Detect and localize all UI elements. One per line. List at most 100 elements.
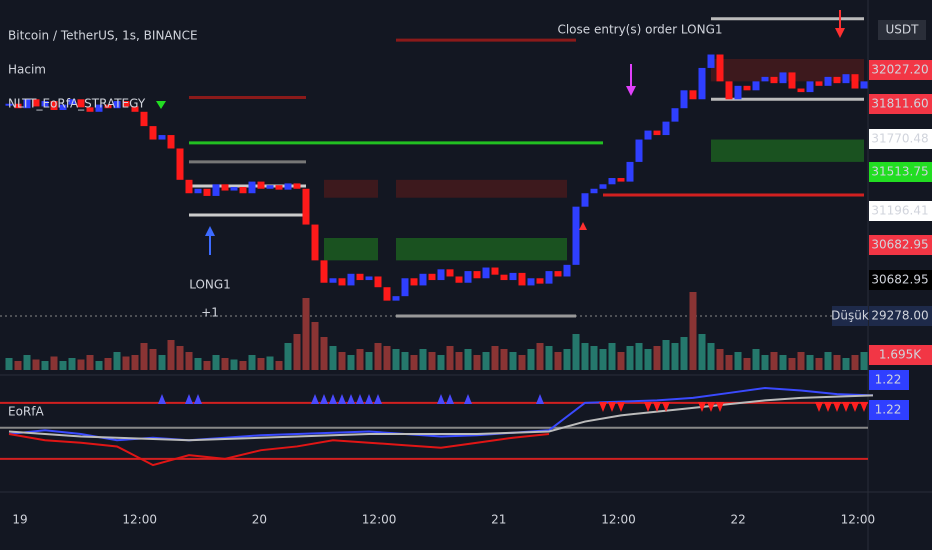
zone: [396, 179, 567, 198]
price-label: 31811.60: [871, 97, 928, 111]
candle: [635, 139, 643, 162]
candle: [230, 186, 238, 191]
price-label-box: [869, 270, 932, 290]
volume-bar: [707, 343, 715, 370]
candle: [464, 271, 472, 283]
candle: [374, 276, 382, 288]
volume-bar: [113, 352, 121, 370]
candle: [545, 271, 553, 284]
candle: [239, 186, 247, 194]
candle: [599, 184, 607, 189]
zone: [324, 179, 378, 198]
volume-bar: [239, 361, 247, 370]
volume-bar: [212, 355, 220, 370]
candle: [590, 188, 598, 194]
volume-bar: [122, 356, 130, 370]
volume-bar: [347, 355, 355, 370]
volume-bar: [392, 349, 400, 370]
candle: [806, 81, 814, 93]
candle: [797, 88, 805, 93]
volume-bar: [743, 358, 751, 370]
volume-bar: [500, 349, 508, 370]
volume-bar: [491, 346, 499, 370]
volume-bar: [68, 358, 76, 370]
candle: [581, 193, 589, 207]
candle: [653, 130, 661, 136]
volume-bar: [365, 352, 373, 370]
candle: [761, 76, 769, 82]
candle: [644, 130, 652, 140]
candle: [554, 271, 562, 277]
low-price-box: [869, 306, 932, 326]
volume-price-box: [869, 345, 932, 365]
volume-bar: [203, 361, 211, 370]
price-label-box: [869, 129, 932, 149]
price-label-box: [869, 235, 932, 255]
candle: [302, 188, 310, 225]
sell-signal: [662, 402, 670, 412]
volume-bar: [437, 355, 445, 370]
osc-value: 1.22: [875, 373, 902, 387]
volume-bar: [779, 355, 787, 370]
candle: [608, 178, 616, 185]
buy-signal: [446, 394, 454, 404]
entry-arrow: [205, 226, 215, 236]
candle: [779, 72, 787, 84]
candle: [689, 90, 697, 100]
price-label: 31196.41: [871, 204, 928, 218]
time-label: 21: [491, 513, 506, 527]
candle: [455, 276, 463, 283]
exit-arrow-2: [835, 28, 845, 38]
signal-marker: [579, 222, 587, 230]
volume-bar: [86, 355, 94, 370]
volume-bar: [356, 349, 364, 370]
volume-bar: [176, 346, 184, 370]
candle: [266, 185, 274, 189]
volume-bar: [167, 340, 175, 370]
volume-price: 1.695K: [879, 348, 922, 362]
volume-bar: [563, 349, 571, 370]
volume-bar: [599, 349, 607, 370]
volume-bar: [770, 352, 778, 370]
candle: [815, 81, 823, 86]
time-label: 20: [252, 513, 267, 527]
sell-signal: [707, 402, 715, 412]
candle: [176, 148, 184, 180]
candle: [698, 67, 706, 100]
candle: [518, 272, 526, 286]
price-label-box: [869, 162, 932, 182]
volume-bar: [455, 352, 463, 370]
price-label: 31513.75: [871, 165, 928, 179]
candle: [752, 81, 760, 91]
sell-signal: [716, 402, 724, 412]
sell-signal: [653, 402, 661, 412]
volume-bar: [608, 343, 616, 370]
volume-bar: [311, 322, 319, 370]
candle: [824, 76, 832, 86]
symbol-title: Bitcoin / TetherUS, 1s, BINANCE: [8, 29, 198, 43]
candle: [158, 135, 166, 140]
candle: [167, 135, 175, 149]
volume-bar: [104, 358, 112, 370]
volume-bar: [725, 355, 733, 370]
volume-bar: [32, 359, 40, 370]
volume-bar: [590, 346, 598, 370]
volume-bar: [23, 355, 31, 370]
entry-label: LONG1: [189, 278, 231, 292]
low-price: 29278.00: [871, 309, 928, 323]
exit-label: Close entry(s) order LONG1: [557, 23, 722, 37]
buy-signal: [536, 394, 544, 404]
volume-bar: [464, 349, 472, 370]
buy-signal: [158, 394, 166, 404]
candle: [320, 260, 328, 283]
candle: [392, 296, 400, 301]
candle: [527, 278, 535, 286]
buy-signal: [374, 394, 382, 404]
low-tag-box: [832, 306, 868, 326]
candle: [50, 101, 58, 110]
sell-signal: [617, 402, 625, 412]
candle: [77, 99, 85, 108]
volume-bar: [185, 352, 193, 370]
volume-bar: [518, 355, 526, 370]
volume-bar: [509, 352, 517, 370]
